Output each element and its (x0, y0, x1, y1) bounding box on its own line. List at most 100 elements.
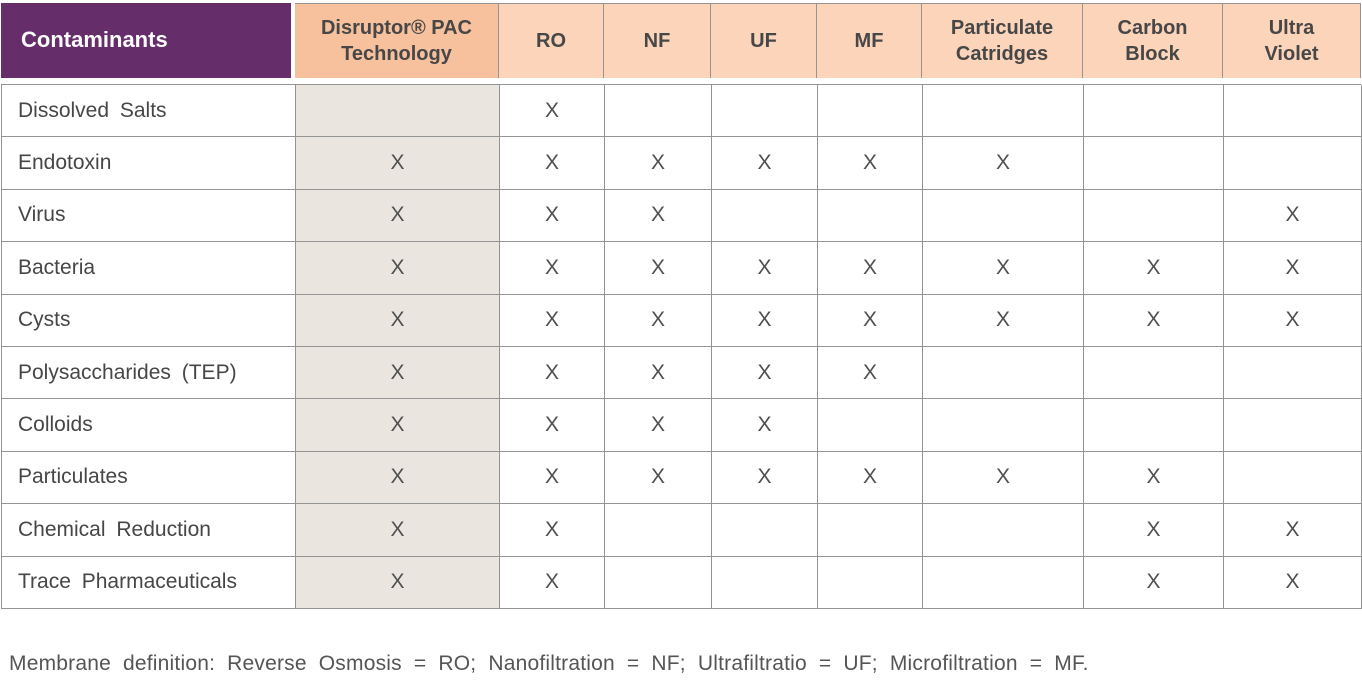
mark-cell (1084, 346, 1224, 400)
mark-cell (605, 504, 712, 557)
mark-cell (923, 189, 1084, 243)
column-header-ultra-violet: Ultra Violet (1223, 3, 1361, 78)
mark-cell: X (818, 346, 923, 400)
mark-cell: X (605, 451, 712, 505)
mark-cell: X (296, 242, 500, 295)
mark-cell: X (500, 399, 605, 452)
mark-cell: X (605, 242, 712, 295)
mark-cell (923, 346, 1084, 400)
column-header-nf: NF (604, 3, 711, 78)
mark-cell: X (712, 346, 818, 400)
contaminant-comparison-table: Contaminants Disruptor® PAC Technology R… (1, 3, 1362, 609)
mark-cell: X (296, 451, 500, 505)
mark-cell: X (818, 242, 923, 295)
column-header-uf: UF (711, 3, 817, 78)
column-header-contaminants: Contaminants (1, 3, 295, 78)
row-label: Endotoxin (2, 137, 296, 190)
mark-cell (712, 504, 818, 557)
mark-cell: X (605, 294, 712, 347)
mark-cell: X (605, 399, 712, 452)
row-label: Polysaccharides (TEP) (2, 346, 296, 400)
column-header-disruptor-pac: Disruptor® PAC Technology (295, 3, 499, 78)
mark-cell: X (500, 85, 605, 138)
row-label: Particulates (2, 451, 296, 505)
column-header-particulate-catridges: Particulate Catridges (922, 3, 1083, 78)
mark-cell: X (818, 294, 923, 347)
mark-cell: X (923, 294, 1084, 347)
table-header-row: Contaminants Disruptor® PAC Technology R… (1, 3, 1361, 78)
mark-cell: X (605, 346, 712, 400)
column-header-ro: RO (499, 3, 604, 78)
mark-cell: X (1084, 451, 1224, 505)
mark-cell (1084, 85, 1224, 138)
membrane-definition-footnote: Membrane definition: Reverse Osmosis = R… (9, 652, 1089, 675)
mark-cell: X (712, 399, 818, 452)
mark-cell (1084, 399, 1224, 452)
mark-cell (818, 85, 923, 138)
row-label: Bacteria (2, 242, 296, 295)
mark-cell: X (605, 189, 712, 243)
mark-cell (818, 504, 923, 557)
mark-cell: X (296, 556, 500, 609)
mark-cell: X (500, 137, 605, 190)
mark-cell (1224, 85, 1362, 138)
mark-cell: X (1224, 242, 1362, 295)
row-label: Dissolved Salts (2, 85, 296, 138)
mark-cell (1084, 189, 1224, 243)
mark-cell (605, 556, 712, 609)
mark-cell: X (712, 137, 818, 190)
mark-cell: X (296, 346, 500, 400)
mark-cell (605, 85, 712, 138)
row-label: Cysts (2, 294, 296, 347)
mark-cell (1224, 399, 1362, 452)
mark-cell (818, 189, 923, 243)
mark-cell: X (500, 556, 605, 609)
row-label: Virus (2, 189, 296, 243)
mark-cell: X (712, 242, 818, 295)
mark-cell: X (500, 504, 605, 557)
mark-cell (818, 399, 923, 452)
mark-cell: X (818, 137, 923, 190)
mark-cell (1224, 451, 1362, 505)
mark-cell (923, 504, 1084, 557)
mark-cell (712, 556, 818, 609)
table-body: Dissolved Salts X Endotoxin X X X X X X (1, 84, 1362, 609)
column-header-mf: MF (817, 3, 922, 78)
mark-cell (923, 399, 1084, 452)
mark-cell: X (500, 294, 605, 347)
mark-cell (818, 556, 923, 609)
mark-cell: X (1084, 556, 1224, 609)
mark-cell: X (500, 242, 605, 295)
mark-cell: X (296, 137, 500, 190)
mark-cell: X (296, 189, 500, 243)
mark-cell: X (296, 294, 500, 347)
row-label: Trace Pharmaceuticals (2, 556, 296, 609)
column-header-carbon-block: Carbon Block (1083, 3, 1223, 78)
mark-cell: X (1084, 504, 1224, 557)
mark-cell (1224, 346, 1362, 400)
mark-cell: X (923, 451, 1084, 505)
row-label: Colloids (2, 399, 296, 452)
mark-cell: X (1224, 504, 1362, 557)
mark-cell (1224, 137, 1362, 190)
mark-cell (712, 189, 818, 243)
mark-cell: X (296, 399, 500, 452)
mark-cell (923, 556, 1084, 609)
mark-cell (923, 85, 1084, 138)
mark-cell (712, 85, 818, 138)
mark-cell: X (500, 451, 605, 505)
mark-cell (1084, 137, 1224, 190)
mark-cell: X (1084, 294, 1224, 347)
mark-cell (296, 85, 500, 138)
row-label: Chemical Reduction (2, 504, 296, 557)
mark-cell: X (712, 294, 818, 347)
mark-cell: X (500, 189, 605, 243)
mark-cell: X (923, 137, 1084, 190)
mark-cell: X (500, 346, 605, 400)
mark-cell: X (1224, 189, 1362, 243)
mark-cell: X (1224, 556, 1362, 609)
mark-cell: X (296, 504, 500, 557)
mark-cell: X (923, 242, 1084, 295)
mark-cell: X (605, 137, 712, 190)
